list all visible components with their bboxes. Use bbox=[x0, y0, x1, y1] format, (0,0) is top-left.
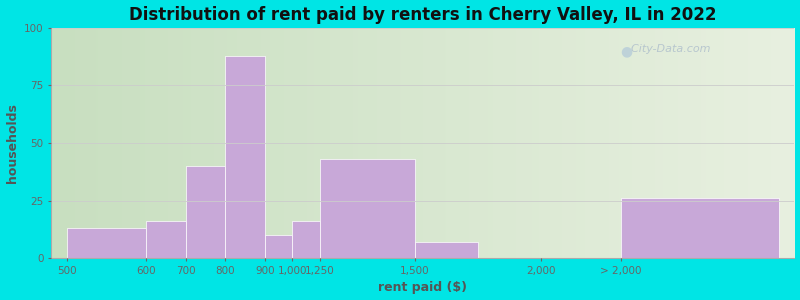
Text: City-Data.com: City-Data.com bbox=[623, 44, 710, 54]
Title: Distribution of rent paid by renters in Cherry Valley, IL in 2022: Distribution of rent paid by renters in … bbox=[129, 6, 717, 24]
Bar bbox=[293, 221, 320, 258]
Bar bbox=[226, 56, 265, 258]
Bar bbox=[186, 166, 226, 258]
Bar bbox=[146, 221, 186, 258]
Bar bbox=[621, 198, 778, 258]
Bar bbox=[415, 242, 478, 258]
Bar bbox=[265, 235, 293, 258]
X-axis label: rent paid ($): rent paid ($) bbox=[378, 281, 467, 294]
Y-axis label: households: households bbox=[6, 103, 18, 183]
Bar bbox=[67, 228, 146, 258]
Bar bbox=[320, 159, 415, 258]
Text: ●: ● bbox=[620, 44, 632, 58]
